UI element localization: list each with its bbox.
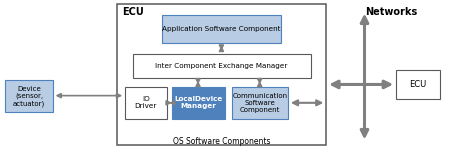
FancyBboxPatch shape — [133, 54, 310, 78]
Text: ECU: ECU — [122, 7, 144, 17]
Text: OS Software Components: OS Software Components — [173, 137, 270, 146]
Text: LocalDevice
Manager: LocalDevice Manager — [174, 96, 223, 109]
Text: Networks: Networks — [365, 7, 418, 17]
Text: Application Software Component: Application Software Component — [162, 26, 281, 32]
FancyBboxPatch shape — [162, 15, 281, 43]
FancyBboxPatch shape — [117, 4, 326, 145]
FancyBboxPatch shape — [5, 80, 53, 112]
FancyBboxPatch shape — [396, 70, 440, 99]
FancyBboxPatch shape — [232, 87, 288, 119]
FancyBboxPatch shape — [125, 87, 166, 119]
FancyBboxPatch shape — [172, 87, 225, 119]
Text: Device
(sensor,
actuator): Device (sensor, actuator) — [13, 86, 45, 106]
Text: ECU: ECU — [410, 80, 427, 89]
Text: Communication
Software
Component: Communication Software Component — [232, 93, 288, 113]
Text: IO
Driver: IO Driver — [135, 96, 157, 109]
Text: Inter Component Exchange Manager: Inter Component Exchange Manager — [155, 63, 288, 69]
